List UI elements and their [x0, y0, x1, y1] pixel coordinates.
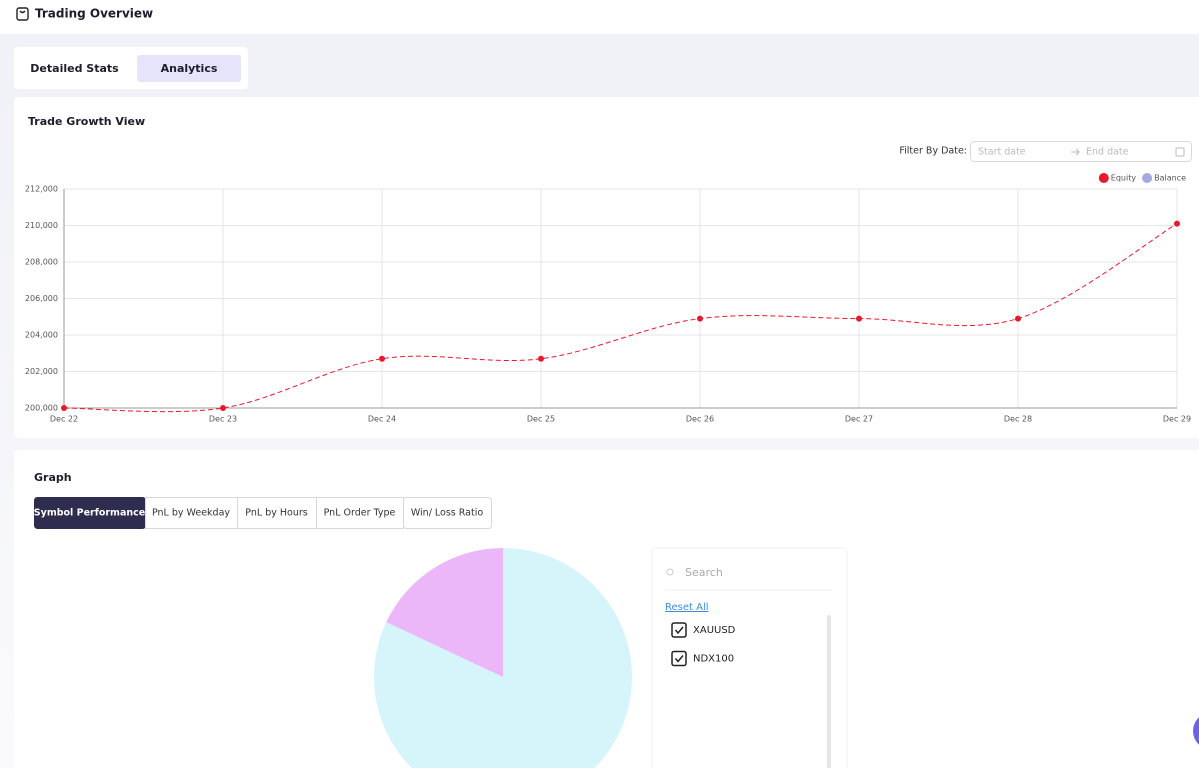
y-tick-label: 210,000 — [25, 221, 58, 230]
x-tick-label: Dec 24 — [368, 415, 396, 424]
tab[interactable]: Analytics — [161, 62, 218, 75]
point — [1015, 315, 1021, 322]
x-tick-label: Dec 22 — [50, 415, 78, 424]
checkbox[interactable] — [671, 622, 687, 638]
checkbox[interactable] — [671, 650, 687, 667]
legend-label: Balance — [1154, 174, 1186, 183]
card-title: Graph — [34, 471, 72, 484]
y-tick-label: 204,000 — [25, 331, 58, 340]
point — [379, 355, 385, 362]
point — [697, 315, 703, 322]
start-date[interactable]: Start date — [978, 147, 1026, 158]
filter-label: Filter By Date: — [899, 146, 967, 157]
series-line — [63, 223, 1178, 413]
x-tick-label: Dec 26 — [686, 415, 714, 424]
checkmark — [674, 626, 684, 635]
x-tick-label: Dec 25 — [527, 415, 555, 424]
tab[interactable]: Detailed Stats — [30, 62, 119, 75]
graph-tab[interactable] — [403, 497, 492, 529]
pie-slice — [386, 548, 503, 677]
y-tick-label: 200,000 — [25, 404, 58, 413]
legend-label: Equity — [1111, 174, 1137, 183]
y-tick-label: 206,000 — [25, 294, 58, 303]
x-tick-label: Dec 29 — [1163, 415, 1191, 424]
point — [856, 315, 862, 322]
y-tick-label: 202,000 — [25, 367, 58, 376]
end-date[interactable]: End date — [1086, 147, 1129, 158]
header-icon — [16, 7, 29, 21]
symbol-label[interactable]: NDX100 — [693, 654, 734, 665]
point — [538, 355, 544, 362]
card-title: Trade Growth View — [28, 115, 145, 128]
graph-tab[interactable] — [145, 497, 238, 529]
graph-tab-label[interactable]: Win/ Loss Ratio — [411, 508, 484, 519]
search-input[interactable]: Search — [685, 566, 723, 579]
date-range-input[interactable] — [970, 141, 1192, 162]
header-title: Trading Overview — [35, 7, 153, 21]
x-tick-label: Dec 23 — [209, 415, 237, 424]
tab-active-bg — [137, 55, 241, 82]
point — [1174, 220, 1180, 227]
y-tick-label: 212,000 — [25, 185, 58, 194]
x-tick-label: Dec 27 — [845, 415, 873, 424]
search-icon — [666, 568, 674, 576]
reset-link[interactable]: Reset All — [665, 602, 709, 613]
pie-slice — [374, 548, 632, 768]
graph-tab-label[interactable]: PnL by Weekday — [152, 508, 230, 519]
checkmark — [674, 655, 684, 663]
filter-panel — [651, 547, 848, 768]
x-tick-label: Dec 28 — [1004, 415, 1032, 424]
graph-tab-label[interactable]: PnL by Hours — [245, 508, 307, 519]
legend-swatch — [1142, 173, 1153, 183]
floating-button[interactable] — [1193, 712, 1199, 750]
graph-tab[interactable] — [237, 497, 317, 529]
range-arrow — [1071, 148, 1080, 156]
point — [61, 405, 67, 411]
header-bar — [0, 0, 1199, 34]
legend-swatch — [1098, 173, 1109, 183]
graph-tab-label[interactable]: PnL Order Type — [324, 508, 396, 519]
symbol-label[interactable]: XAUUSD — [693, 625, 736, 636]
growth-card — [14, 97, 1199, 438]
y-tick-label: 208,000 — [25, 258, 58, 267]
graph-tab[interactable] — [316, 497, 404, 529]
graph-tab-label[interactable]: Symbol Performance — [34, 508, 145, 519]
point — [220, 405, 226, 411]
scrollbar — [827, 615, 831, 768]
calendar-icon — [1175, 147, 1185, 157]
